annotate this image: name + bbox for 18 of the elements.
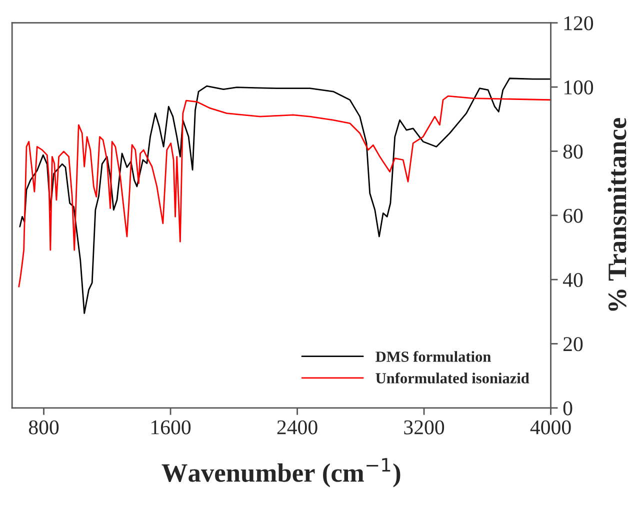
line-series xyxy=(18,95,551,288)
x-axis-title: Wavenumber (cm$^{−1}$) xyxy=(162,458,400,488)
legend-label: Unformulated isoniazid xyxy=(376,372,530,384)
legend-label: DMS formulation xyxy=(376,350,491,362)
y-tick-label: 0 xyxy=(563,401,572,416)
y-tick-label: 60 xyxy=(563,208,583,223)
x-tick-label: 4000 xyxy=(530,420,571,434)
y-tick-label: 80 xyxy=(563,144,583,159)
y-tick-label: 120 xyxy=(564,16,594,30)
x-tick-label: 2400 xyxy=(277,420,318,434)
x-tick-label: 800 xyxy=(28,420,59,434)
line-series xyxy=(19,78,551,314)
y-tick-label: 40 xyxy=(562,272,583,288)
y-tick-label: 100 xyxy=(564,80,594,94)
x-tick-label: 3200 xyxy=(404,420,444,434)
x-tick-label: 1600 xyxy=(152,420,191,434)
y-axis-title: % Transmittance xyxy=(608,118,626,311)
y-tick-label: 20 xyxy=(563,337,583,352)
